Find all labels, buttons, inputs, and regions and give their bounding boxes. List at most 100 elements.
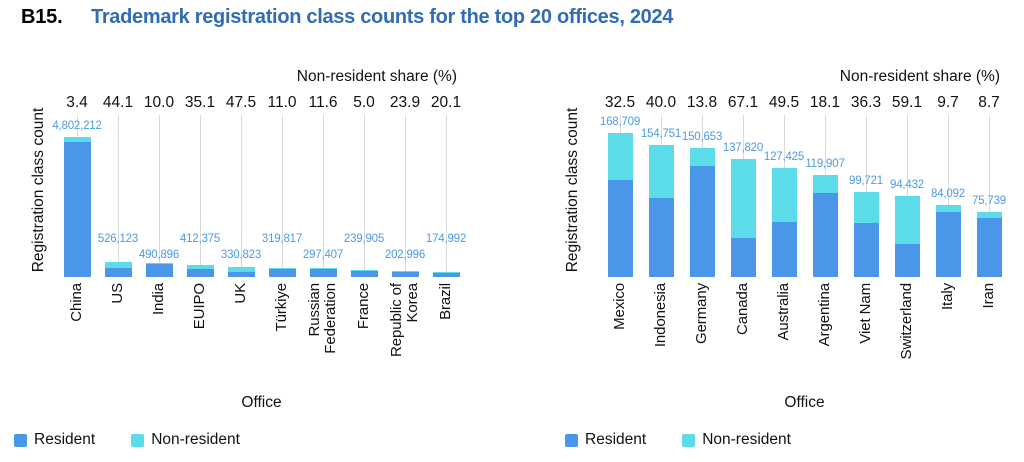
legend-label-resident: Resident xyxy=(585,431,647,448)
x-tick-label: Italy xyxy=(939,283,956,311)
x-tick-label: UK xyxy=(232,283,249,304)
x-tick-label: EUIPO xyxy=(191,283,208,330)
x-tick-label: Australia xyxy=(775,283,792,341)
value-label: 490,896 xyxy=(138,249,180,261)
gridline xyxy=(159,115,160,277)
x-tick-label: China xyxy=(68,283,85,322)
bar-segment-nonresident xyxy=(350,270,378,271)
gridline xyxy=(200,115,201,277)
x-axis-title: Office xyxy=(241,394,282,411)
value-label: 94,432 xyxy=(890,179,924,192)
nonresident-share-value: 13.8 xyxy=(686,94,718,111)
value-label: 330,823 xyxy=(220,249,262,261)
bar-segment-nonresident xyxy=(894,196,920,245)
resident-swatch-icon xyxy=(14,433,27,447)
bar-segment-nonresident xyxy=(648,144,674,198)
bar-segment-resident xyxy=(607,179,633,277)
bar-segment-nonresident xyxy=(771,168,797,223)
value-label: 297,407 xyxy=(302,249,344,261)
nonresident-share-value: 9.7 xyxy=(937,94,959,111)
nonresident-share-value: 11.0 xyxy=(267,94,297,111)
nonresident-share-value: 44.1 xyxy=(102,94,134,111)
x-tick-label: Indonesia xyxy=(652,283,669,348)
bar-segment-nonresident xyxy=(976,212,1002,218)
bar-segment-resident xyxy=(227,271,255,277)
bar-segment-nonresident xyxy=(853,191,879,223)
nonresident-share-value: 5.0 xyxy=(353,94,375,111)
bar-segment-resident xyxy=(730,238,756,277)
nonresident-share-value: 47.5 xyxy=(225,94,257,111)
value-label: 119,907 xyxy=(805,157,845,170)
resident-swatch-icon xyxy=(565,433,578,447)
legend-label-resident: Resident xyxy=(34,431,96,448)
gridline xyxy=(948,115,949,277)
x-tick-label: Iran xyxy=(980,283,997,309)
legend-label-nonresident: Non-resident xyxy=(151,431,240,448)
x-tick-label: Viet Nam xyxy=(857,283,874,344)
value-label: 154,751 xyxy=(640,127,682,140)
legend-label-nonresident: Non-resident xyxy=(702,431,791,448)
nonresident-share-value: 20.1 xyxy=(430,94,462,111)
bar-segment-nonresident xyxy=(730,159,756,239)
legend: Resident Non-resident xyxy=(14,431,240,449)
chart-panel-left: Registration class count Non-resident sh… xyxy=(0,60,512,462)
value-label: 526,123 xyxy=(97,233,139,245)
nonresident-share-value: 35.1 xyxy=(184,94,216,111)
bar-segment-resident xyxy=(145,264,173,277)
plot-area: 32.5 168,709 Mexico 40.0 154,751 Indonesia 13.… xyxy=(512,60,1024,462)
value-label: 75,739 xyxy=(972,195,1006,208)
nonresident-share-value: 8.7 xyxy=(978,94,1000,111)
bar-segment-resident xyxy=(268,268,296,277)
value-label: 202,996 xyxy=(384,249,426,261)
bar-segment-nonresident xyxy=(309,268,337,270)
x-tick-label: Brazil xyxy=(437,283,454,320)
x-axis-title: Office xyxy=(784,394,825,411)
x-tick-label: Argentina xyxy=(816,283,833,347)
value-label: 84,092 xyxy=(931,188,965,201)
nonresident-share-value: 36.3 xyxy=(850,94,882,111)
x-tick-label: Mexico xyxy=(611,283,628,330)
nonresident-swatch-icon xyxy=(131,433,145,447)
bar-segment-resident xyxy=(976,217,1002,277)
legend: Resident Non-resident xyxy=(565,431,791,449)
nonresident-share-value: 11.6 xyxy=(308,94,338,111)
value-label: 137,820 xyxy=(722,142,764,155)
bar-segment-resident xyxy=(104,268,132,277)
x-tick-label: India xyxy=(150,283,167,316)
gridline xyxy=(446,115,447,277)
value-label: 4,802,212 xyxy=(52,120,102,132)
nonresident-share-value: 59.1 xyxy=(891,94,923,111)
gridline xyxy=(282,115,283,277)
figure-number: B15. xyxy=(21,6,63,28)
nonresident-swatch-icon xyxy=(682,433,696,447)
x-tick-label: France xyxy=(355,283,372,330)
bar-segment-resident xyxy=(812,193,838,277)
bar-segment-nonresident xyxy=(432,271,460,273)
value-label: 99,721 xyxy=(849,174,883,187)
bar-segment-resident xyxy=(432,272,460,277)
x-tick-label: Switzerland xyxy=(898,283,915,360)
value-label: 239,905 xyxy=(343,233,385,245)
bar-segment-resident xyxy=(350,271,378,277)
value-label: 412,375 xyxy=(179,233,221,245)
value-label: 319,817 xyxy=(261,233,303,245)
bar-segment-nonresident xyxy=(607,133,633,180)
bar-segment-resident xyxy=(853,222,879,277)
bar-segment-resident xyxy=(186,269,214,277)
nonresident-share-value: 32.5 xyxy=(604,94,636,111)
bar-segment-resident xyxy=(63,141,91,277)
share-axis-label: Non-resident share (%) xyxy=(296,68,457,85)
gridline xyxy=(989,115,990,277)
gridline xyxy=(241,115,242,277)
bar-segment-nonresident xyxy=(812,174,838,194)
nonresident-share-value: 3.4 xyxy=(66,94,88,111)
x-tick-label: Russian Federation xyxy=(306,283,339,354)
gridline xyxy=(118,115,119,277)
gridline xyxy=(364,115,365,277)
bar-segment-nonresident xyxy=(186,264,214,270)
bar-segment-nonresident xyxy=(227,267,255,272)
bar-segment-nonresident xyxy=(145,262,173,265)
x-tick-label: Republic of Korea xyxy=(388,283,421,357)
share-axis-label: Non-resident share (%) xyxy=(839,68,1000,85)
nonresident-share-value: 40.0 xyxy=(645,94,677,111)
